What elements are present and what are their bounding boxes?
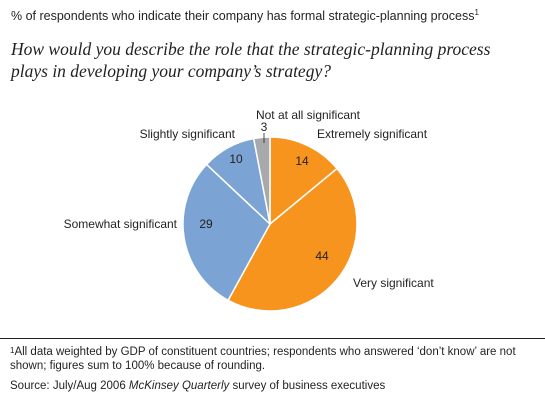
footer-divider xyxy=(0,338,545,339)
subtitle-footnote-mark: 1 xyxy=(474,8,479,17)
category-label-extremely-significant: Extremely significant xyxy=(317,127,428,141)
footnote: 1All data weighted by GDP of constituent… xyxy=(10,345,540,373)
footnote-text: All data weighted by GDP of constituent … xyxy=(10,346,516,372)
data-label-very-significant: 44 xyxy=(315,249,329,263)
category-label-very-significant: Very significant xyxy=(353,276,434,290)
chart-question: How would you describe the role that the… xyxy=(11,39,491,81)
source-prefix: Source: July/Aug 2006 xyxy=(10,380,129,392)
pie-slice-somewhat-significant xyxy=(182,163,271,301)
pie-chart: 14 Extremely significant 44 Very significan… xyxy=(64,108,434,312)
pie-slice-extremely-significant xyxy=(269,136,338,225)
data-label-somewhat-significant: 29 xyxy=(199,217,213,231)
category-label-not-at-all-significant: Not at all significant xyxy=(256,108,361,122)
subtitle-text: % of respondents who indicate their comp… xyxy=(11,9,475,23)
chart-subtitle: % of respondents who indicate their comp… xyxy=(11,8,479,23)
data-label-slightly-significant: 10 xyxy=(229,152,243,166)
pie-slice-not-at-all-significant xyxy=(252,136,271,225)
source-line: Source: July/Aug 2006 McKinsey Quarterly… xyxy=(10,379,540,393)
category-label-somewhat-significant: Somewhat significant xyxy=(64,217,178,231)
footnote-mark: 1 xyxy=(10,346,15,355)
data-label-extremely-significant: 14 xyxy=(295,154,309,168)
pie-slice-very-significant xyxy=(227,167,358,312)
source-publication: McKinsey Quarterly xyxy=(128,380,230,392)
source-suffix: survey of business executives xyxy=(229,380,386,392)
category-label-slightly-significant: Slightly significant xyxy=(140,127,236,141)
data-label-not-at-all-significant: 3 xyxy=(261,120,268,134)
